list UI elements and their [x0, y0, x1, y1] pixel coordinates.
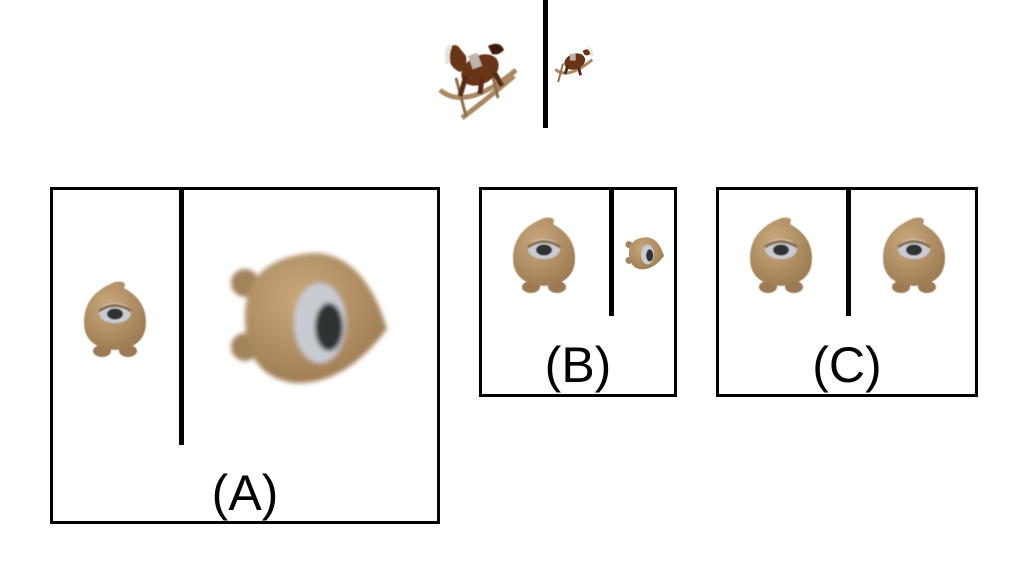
creature-front-icon [513, 217, 575, 293]
option-c-panel[interactable]: (C) [716, 187, 978, 397]
creature-front-icon [84, 281, 146, 357]
option-c-divider [846, 190, 851, 316]
option-a-label: (A) [211, 465, 279, 521]
rocking-horse-small-icon [554, 46, 594, 83]
option-c-label: (C) [812, 337, 882, 393]
option-a-divider [179, 190, 184, 445]
creature-side-enlarged-icon [231, 253, 387, 384]
option-a-panel[interactable]: (A) [50, 187, 440, 524]
creature-front-icon [750, 217, 812, 293]
creature-front-icon [883, 217, 945, 293]
option-b-label: (B) [544, 337, 612, 393]
option-b-divider [609, 190, 614, 316]
rocking-horse-large-icon [438, 43, 518, 120]
option-b-panel[interactable]: (B) [479, 187, 677, 397]
creature-side-small-icon [625, 237, 665, 270]
reference-divider [543, 0, 548, 128]
